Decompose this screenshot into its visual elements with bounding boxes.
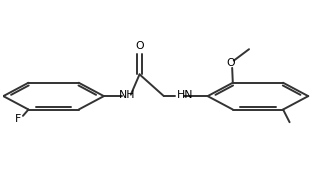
Text: F: F	[15, 115, 21, 125]
Text: O: O	[227, 58, 235, 68]
Text: O: O	[135, 41, 144, 51]
Text: NH: NH	[119, 90, 136, 100]
Text: HN: HN	[176, 90, 193, 100]
